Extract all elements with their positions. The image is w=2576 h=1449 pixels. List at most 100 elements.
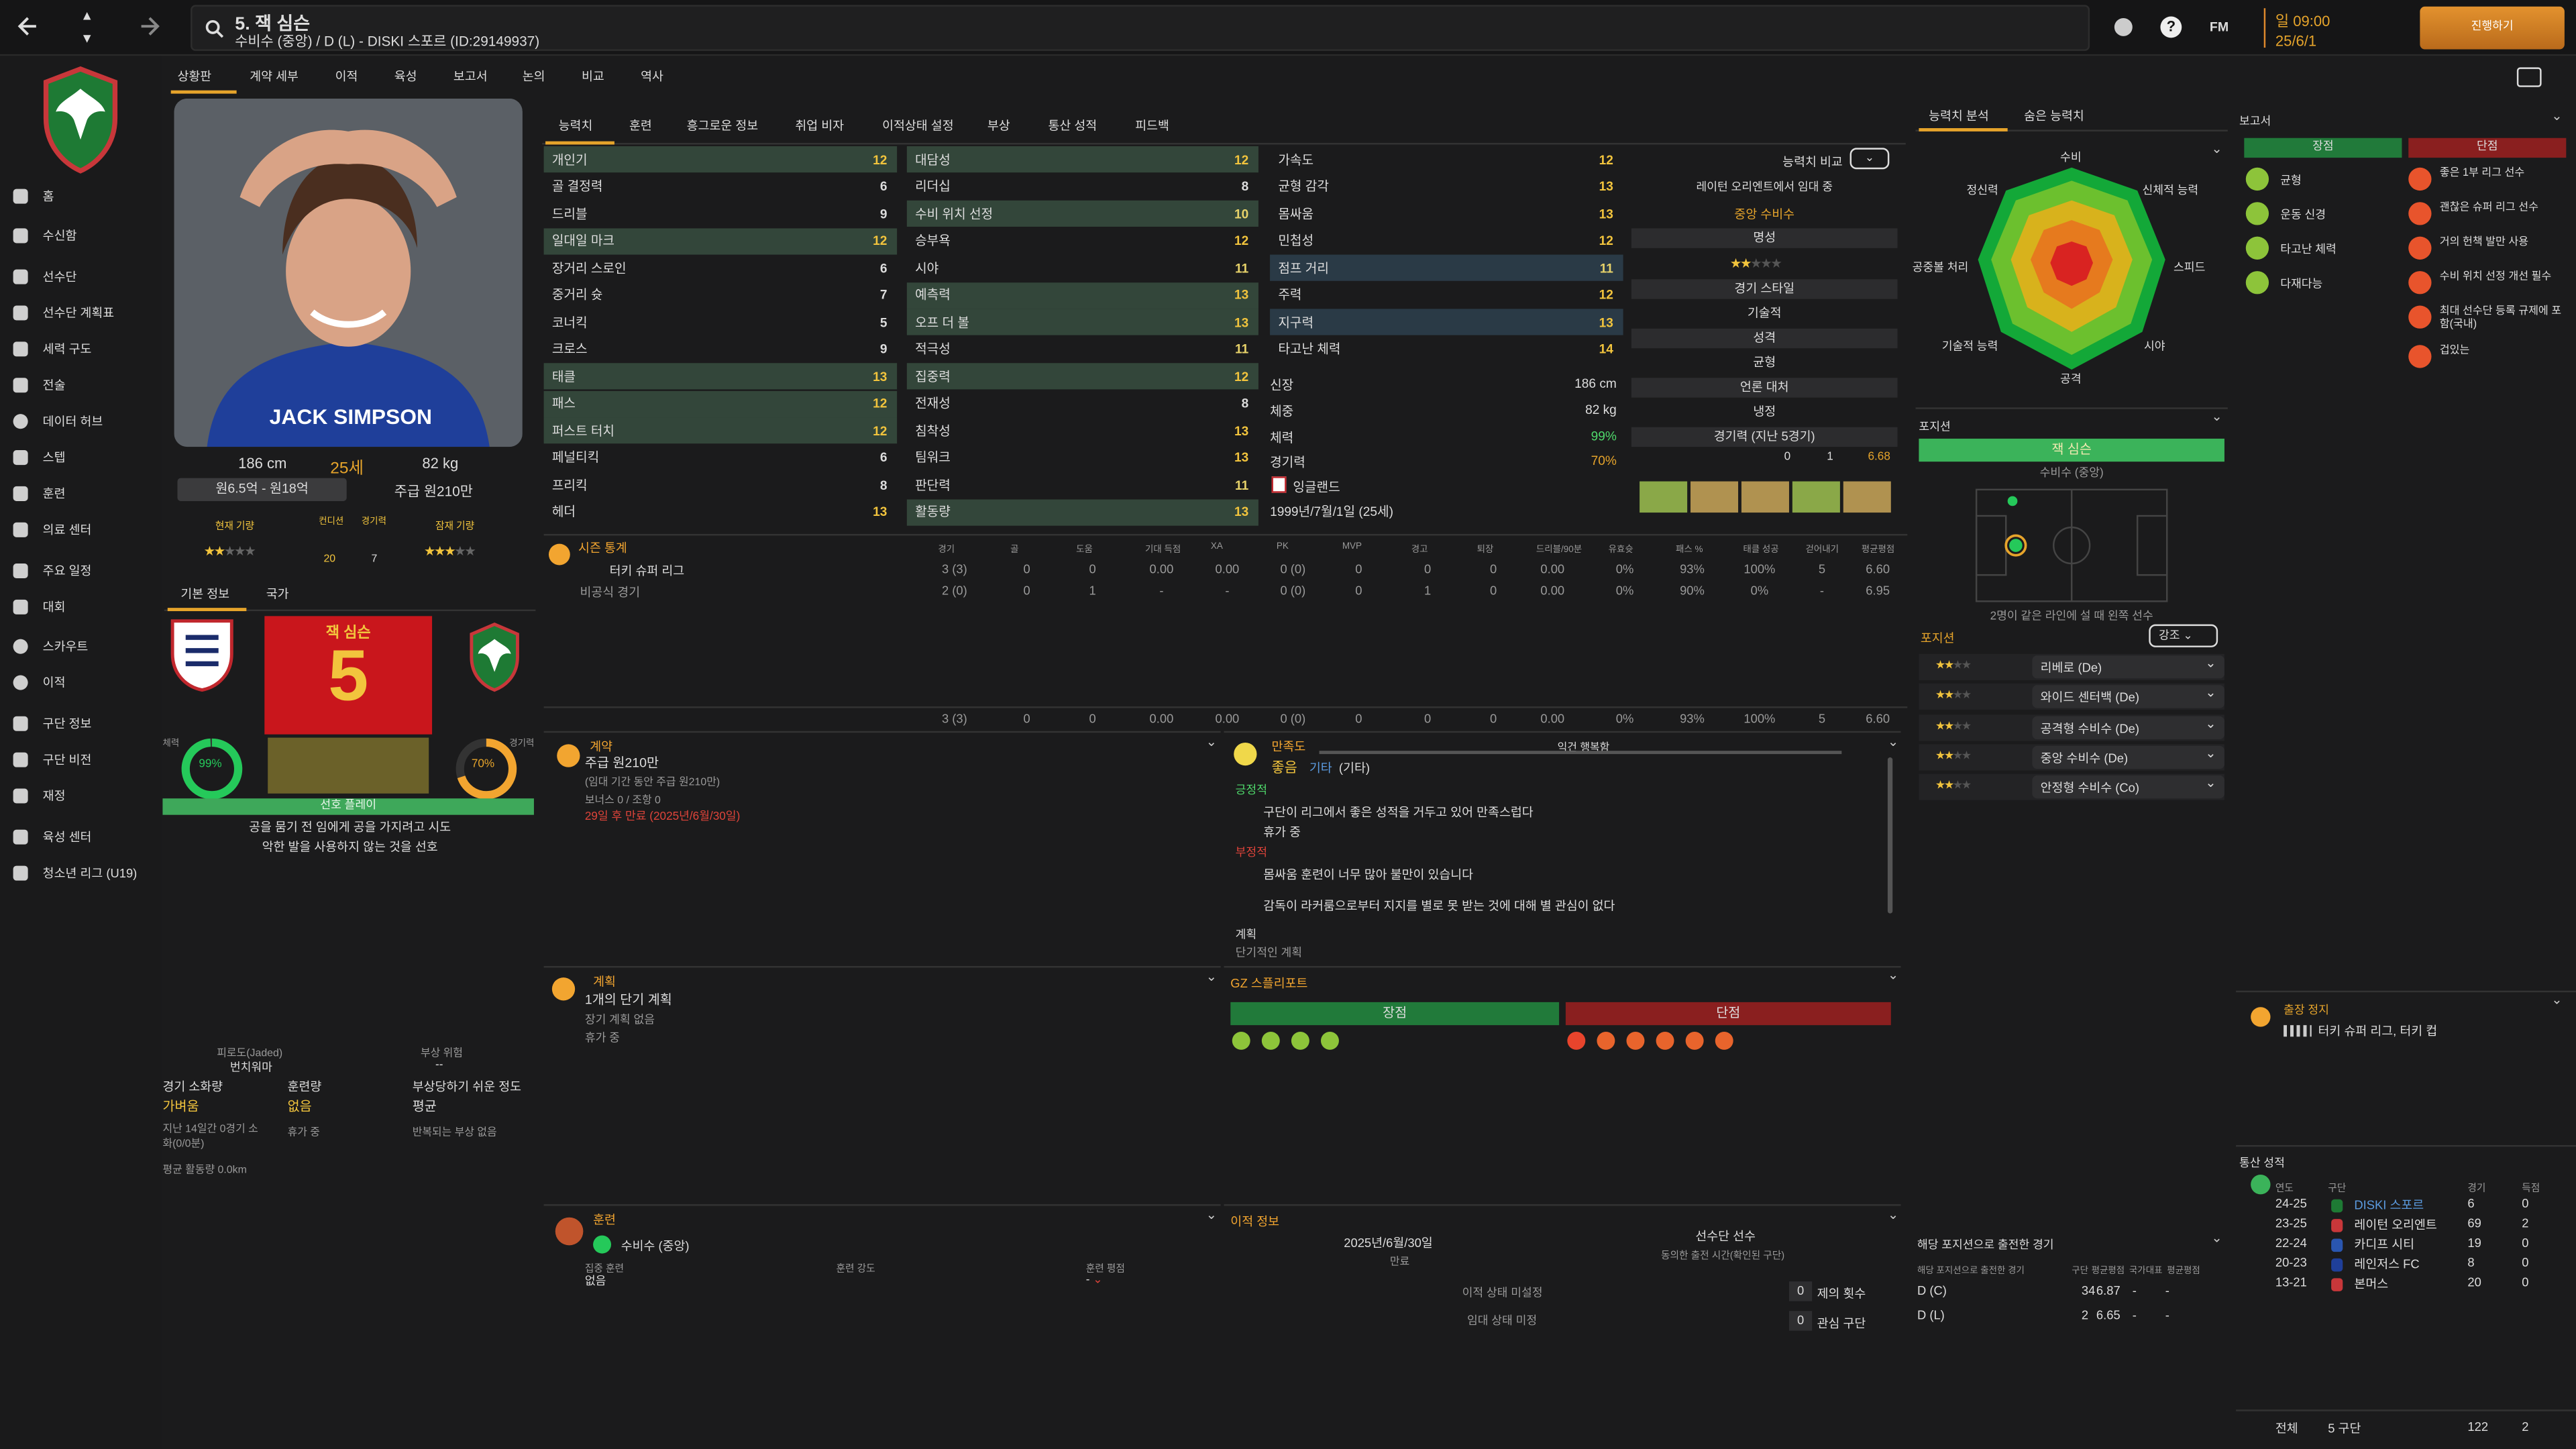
career-row[interactable]: 23-25 레이턴 오리엔트 69 2 [2236, 1216, 2576, 1235]
sidebar-item-scouting[interactable]: 스카우트 [0, 631, 161, 660]
stats-row[interactable]: 비공식 경기 2 (0) 0 1 - - 0 (0) 0 1 0 0.00 0% 90% 0% - 6.95 [544, 580, 1908, 599]
attribute-row[interactable]: 타고난 체력 14 [1270, 336, 1623, 362]
attribute-row[interactable]: 균형 감각 13 [1270, 173, 1623, 199]
transfer-collapse-icon[interactable]: ⌄ [1887, 1208, 1899, 1223]
attribute-row[interactable]: 패스 12 [543, 390, 898, 417]
attribute-row[interactable]: 리더십 8 [907, 173, 1258, 199]
attribute-row[interactable]: 시야 11 [907, 255, 1258, 281]
next-player-button[interactable]: ▼ [80, 31, 94, 46]
subnav-compare[interactable]: 비교 [581, 68, 604, 84]
stats-col-header[interactable]: 도움 [1076, 545, 1093, 555]
subnav-transfer[interactable]: 이적 [335, 68, 358, 84]
fm-button[interactable]: FM [2209, 19, 2229, 35]
attribute-row[interactable]: 팀워크 13 [907, 444, 1258, 470]
training-title[interactable]: 훈련 [593, 1212, 616, 1228]
prev-player-button[interactable]: ▲ [80, 8, 94, 23]
attribute-row[interactable]: 판단력 11 [907, 472, 1258, 498]
stats-row[interactable]: 터키 슈퍼 리그 3 (3) 0 0 0.00 0.00 0 (0) 0 0 0 0.00 0% 93%… [544, 559, 1908, 578]
subnav-overview[interactable]: 상황판 [177, 68, 212, 84]
club-icon-button[interactable] [2114, 17, 2133, 36]
attribute-row[interactable]: 오프 더 볼 13 [906, 309, 1258, 335]
attribute-row[interactable]: 적극성 11 [907, 336, 1258, 362]
tab-feedback[interactable]: 피드백 [1135, 118, 1169, 133]
subnav-contract[interactable]: 계약 세부 [250, 68, 299, 84]
gz-collapse-icon[interactable]: ⌄ [1887, 967, 1899, 983]
stats-col-header[interactable]: PK [1276, 542, 1289, 552]
stats-col-header[interactable]: MVP [1342, 542, 1362, 552]
subnav-development[interactable]: 육성 [394, 68, 417, 84]
stats-col-header[interactable]: 기대 득점 [1144, 545, 1181, 555]
stats-col-header[interactable]: 경고 [1411, 545, 1428, 555]
tab-work-permit[interactable]: 취업 비자 [795, 118, 845, 133]
sidebar-item-inbox[interactable]: 수신함 [0, 220, 161, 250]
tab-transfer-status[interactable]: 이적상태 설정 [882, 118, 954, 133]
search-box[interactable]: 5. 잭 심슨 수비수 (중앙) / D (L) - DISKI 스포르 (ID… [191, 5, 2090, 51]
role-dropdown[interactable]: 중앙 수비수 (De) ⌄ [2032, 745, 2224, 769]
layout-toggle-button[interactable] [2516, 67, 2542, 87]
attribute-row[interactable]: 드리블 9 [544, 201, 898, 227]
tab-hidden-attributes[interactable]: 숨은 능력치 [2024, 108, 2084, 123]
role-dropdown[interactable]: 안정형 수비수 (Co) ⌄ [2032, 775, 2224, 799]
stats-col-header[interactable]: 퇴장 [1477, 545, 1494, 555]
training-collapse-icon[interactable]: ⌄ [1205, 1208, 1217, 1223]
sidebar-item-home[interactable]: 홈 [0, 180, 161, 210]
attribute-row[interactable]: 승부욕 12 [907, 227, 1258, 254]
career-row[interactable]: 22-24 카디프 시티 19 0 [2236, 1236, 2576, 1255]
happiness-title[interactable]: 만족도 [1271, 739, 1306, 755]
plans-collapse-icon[interactable]: ⌄ [1205, 969, 1217, 984]
sidebar-item-tactics[interactable]: 전술 [0, 370, 161, 399]
attribute-row[interactable]: 집중력 12 [906, 363, 1258, 390]
tab-nation[interactable]: 국가 [266, 586, 289, 602]
stats-col-header[interactable]: 태클 성공 [1743, 545, 1779, 555]
stats-col-header[interactable]: 드리블/90분 [1536, 545, 1582, 555]
attribute-row[interactable]: 태클 13 [543, 363, 898, 390]
continue-button[interactable]: 진행하기 [2420, 6, 2565, 50]
attribute-row[interactable]: 침착성 13 [907, 417, 1258, 443]
subnav-discuss[interactable]: 논의 [522, 68, 545, 84]
stats-col-header[interactable]: 패스 % [1675, 545, 1703, 555]
role-row[interactable]: ★★★★ 안정형 수비수 (Co) ⌄ [1919, 773, 2224, 801]
role-dropdown[interactable]: 와이드 센터백 (De) ⌄ [2032, 685, 2224, 709]
forward-button[interactable] [138, 15, 161, 38]
sidebar-item-transfers[interactable]: 이적 [0, 667, 161, 696]
attribute-row[interactable]: 활동량 13 [906, 498, 1258, 525]
attribute-row[interactable]: 대담성 12 [906, 146, 1258, 173]
roles-title[interactable]: 포지션 [1920, 631, 1955, 646]
help-button[interactable]: ? [2160, 16, 2182, 38]
sidebar-item-finances[interactable]: 재정 [0, 780, 161, 810]
attribute-row[interactable]: 골 결정력 6 [544, 173, 898, 199]
sidebar-item-dynamics[interactable]: 세력 구도 [0, 333, 161, 363]
contract-collapse-icon[interactable]: ⌄ [1205, 734, 1217, 749]
sidebar-item-competitions[interactable]: 대회 [0, 592, 161, 621]
stats-col-header[interactable]: 경기 [938, 545, 955, 555]
roles-filter-dropdown[interactable]: 강조 ⌄ [2149, 624, 2218, 647]
attribute-row[interactable]: 주력 12 [1270, 282, 1623, 308]
attribute-row[interactable]: 몸싸움 13 [1270, 201, 1623, 227]
sidebar-item-training[interactable]: 훈련 [0, 478, 161, 508]
attribute-row[interactable]: 민첩성 12 [1270, 227, 1623, 254]
role-row[interactable]: ★★★★ 리베로 (De) ⌄ [1919, 653, 2224, 680]
role-row[interactable]: ★★★★ 공격형 수비수 (De) ⌄ [1919, 714, 2224, 741]
position-apps-collapse-icon[interactable]: ⌄ [2211, 1230, 2222, 1246]
career-row[interactable]: 20-23 레인저스 FC 8 0 [2236, 1255, 2576, 1275]
tab-interesting[interactable]: 흥그로운 정보 [686, 118, 759, 133]
compare-dropdown[interactable]: ⌄ [1849, 148, 1890, 170]
attribute-row[interactable]: 중거리 슛 7 [544, 282, 898, 308]
analysis-collapse-icon[interactable]: ⌄ [2211, 141, 2222, 156]
attribute-row[interactable]: 수비 위치 선정 10 [906, 200, 1258, 227]
sidebar-item-club-info[interactable]: 구단 정보 [0, 708, 161, 738]
attribute-row[interactable]: 프리킥 8 [544, 472, 898, 498]
tab-attribute-analysis[interactable]: 능력치 분석 [1929, 108, 1989, 123]
attribute-row[interactable]: 전재성 8 [907, 390, 1258, 417]
role-row[interactable]: ★★★★ 와이드 센터백 (De) ⌄ [1919, 684, 2224, 710]
sidebar-item-data-hub[interactable]: 데이터 허브 [0, 406, 161, 435]
attribute-row[interactable]: 코너킥 5 [544, 309, 898, 335]
sidebar-item-squad[interactable]: 선수단 [0, 261, 161, 290]
tab-attributes[interactable]: 능력치 [558, 118, 593, 133]
happiness-scrollbar[interactable] [1887, 757, 1893, 914]
stats-col-header[interactable]: 골 [1010, 545, 1019, 555]
career-row[interactable]: 13-21 본머스 20 0 [2236, 1275, 2576, 1294]
attribute-row[interactable]: 가속도 12 [1270, 146, 1623, 172]
role-row[interactable]: ★★★★ 중앙 수비수 (De) ⌄ [1919, 744, 2224, 771]
tab-training[interactable]: 훈련 [629, 118, 652, 133]
